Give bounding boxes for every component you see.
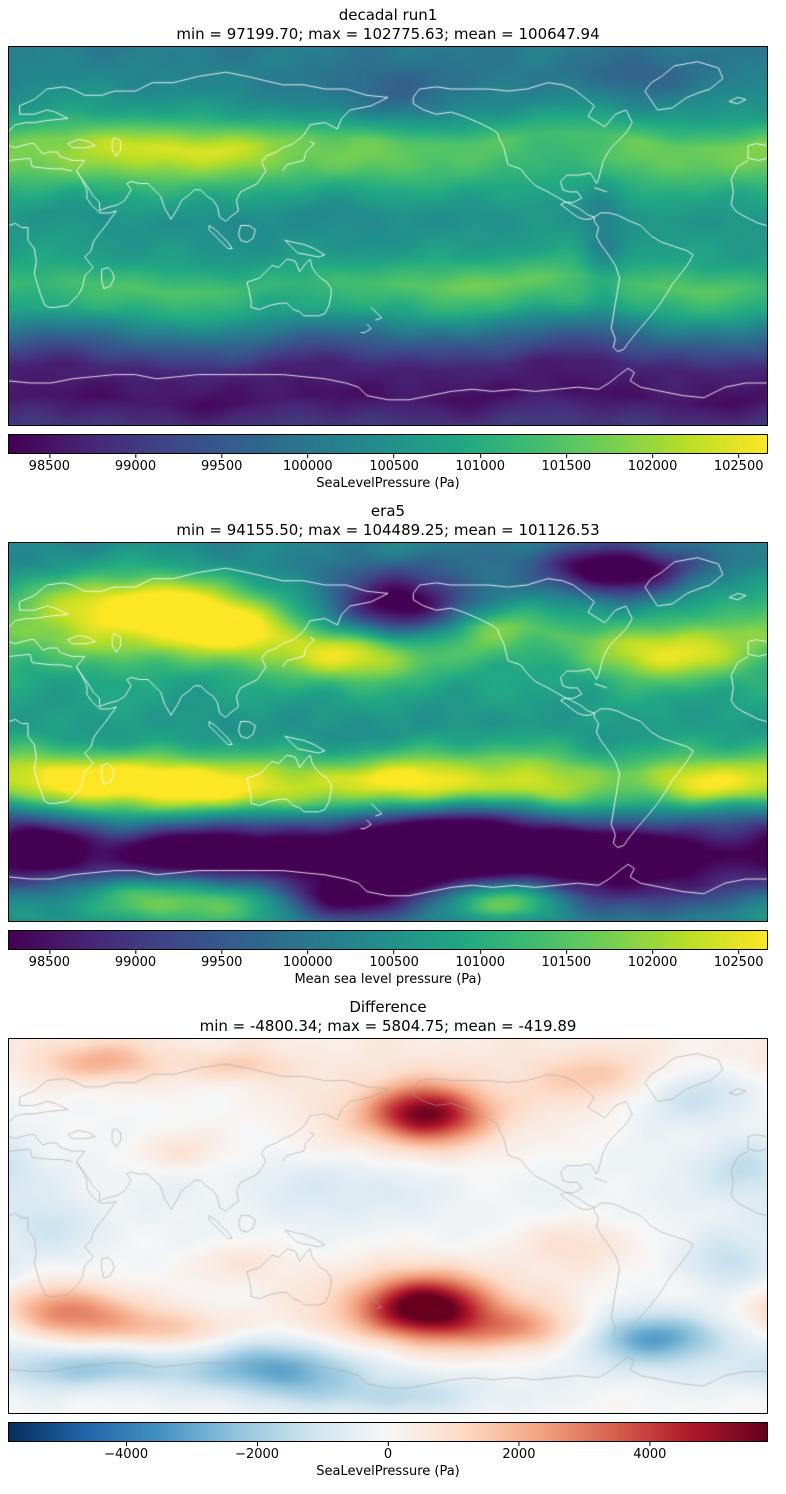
panel-difference: Difference min = -4800.34; max = 5804.75… (0, 992, 786, 1480)
colorbar-tick: 100500 (369, 950, 419, 970)
colorbar-tick-label: 101000 (455, 459, 506, 474)
map-frame (8, 46, 768, 426)
colorbar-tick-label: −2000 (235, 1447, 280, 1462)
colorbar-tick: 101500 (542, 950, 592, 970)
panel-title: era5 (370, 502, 406, 520)
colorbar-tick-label: 101500 (541, 459, 592, 474)
colorbar-frame (8, 930, 768, 950)
colorbar-gradient (9, 931, 767, 949)
colorbar-tick-label: 101500 (541, 955, 592, 970)
colorbar-tick: −2000 (235, 1442, 279, 1462)
colorbar-tick-label: 99000 (114, 955, 157, 970)
colorbar-tick: 99000 (115, 454, 156, 474)
colorbar-tick: 100000 (283, 454, 333, 474)
colorbar-tick: 102000 (628, 950, 678, 970)
colorbar-tick-label: 102500 (713, 459, 764, 474)
colorbar-tick-label: −4000 (104, 1447, 149, 1462)
colorbar-tick: 98500 (29, 950, 70, 970)
colorbar-tick-label: 99500 (201, 955, 243, 970)
colorbar-tick: 101000 (455, 454, 505, 474)
colorbar-tick: 101500 (542, 454, 592, 474)
colorbar-tick: 98500 (29, 454, 70, 474)
colorbar-tick: 102500 (714, 950, 764, 970)
colorbar-tick-label: 100500 (369, 459, 419, 474)
colorbar-tick: 102500 (714, 454, 764, 474)
colorbar-tick: 101000 (455, 950, 505, 970)
map-frame (8, 1038, 768, 1414)
colorbar-tick-label: 100500 (369, 955, 419, 970)
world-pressure-map (9, 543, 767, 921)
colorbar-tick: 2000 (502, 1442, 535, 1462)
colorbar-tick: 0 (384, 1442, 392, 1462)
panel-era5: era5 min = 94155.50; max = 104489.25; me… (0, 496, 786, 988)
colorbar-tick-label: 0 (383, 1447, 393, 1462)
colorbar-label: Mean sea level pressure (Pa) (294, 972, 482, 987)
colorbar-tick: 4000 (633, 1442, 666, 1462)
colorbar-tick-label: 101000 (455, 955, 506, 970)
colorbar-tick: 99500 (201, 454, 242, 474)
colorbar-tick-label: 98500 (28, 955, 71, 970)
colorbar-gradient (9, 435, 767, 453)
colorbar-tick: −4000 (104, 1442, 148, 1462)
colorbar-tick-label: 102000 (627, 955, 678, 970)
colorbar-label: SeaLevelPressure (Pa) (316, 476, 460, 491)
colorbar-tick: 100500 (369, 454, 419, 474)
colorbar-tick-label: 102500 (713, 955, 764, 970)
colorbar-tick-label: 2000 (502, 1447, 536, 1462)
world-pressure-map (9, 47, 767, 425)
panel-title: Difference (349, 998, 427, 1016)
colorbar-tick-label: 99000 (114, 459, 157, 474)
colorbar-frame (8, 1422, 768, 1442)
panel-stats: min = 97199.70; max = 102775.63; mean = … (176, 25, 600, 43)
colorbar-tick-label: 4000 (633, 1447, 667, 1462)
colorbar-label: SeaLevelPressure (Pa) (316, 1464, 460, 1479)
world-difference-map (9, 1039, 767, 1413)
colorbar-tick: 100000 (283, 950, 333, 970)
colorbar-gradient (9, 1423, 767, 1441)
colorbar-tick: 99500 (201, 950, 242, 970)
colorbar-tick-label: 99500 (201, 459, 243, 474)
colorbar-tick-label: 102000 (627, 459, 678, 474)
colorbar-ticks: −4000 −2000 0 2000 4000 (8, 1442, 768, 1464)
panel-title: decadal run1 (338, 6, 438, 24)
colorbar-tick-label: 98500 (28, 459, 71, 474)
panel-decadal-run1: decadal run1 min = 97199.70; max = 10277… (0, 0, 786, 492)
map-frame (8, 542, 768, 922)
panel-stats: min = 94155.50; max = 104489.25; mean = … (176, 521, 600, 539)
colorbar-ticks: 98500 99000 99500 100000 100500 101000 101500 1… (8, 454, 768, 476)
colorbar-tick-label: 100000 (283, 955, 333, 970)
colorbar-frame (8, 434, 768, 454)
colorbar-tick: 99000 (115, 950, 156, 970)
panel-stats: min = -4800.34; max = 5804.75; mean = -4… (199, 1017, 577, 1035)
colorbar-ticks: 98500 99000 99500 100000 100500 101000 101500 1… (8, 950, 768, 972)
colorbar-tick: 102000 (628, 454, 678, 474)
colorbar-tick-label: 100000 (283, 459, 333, 474)
